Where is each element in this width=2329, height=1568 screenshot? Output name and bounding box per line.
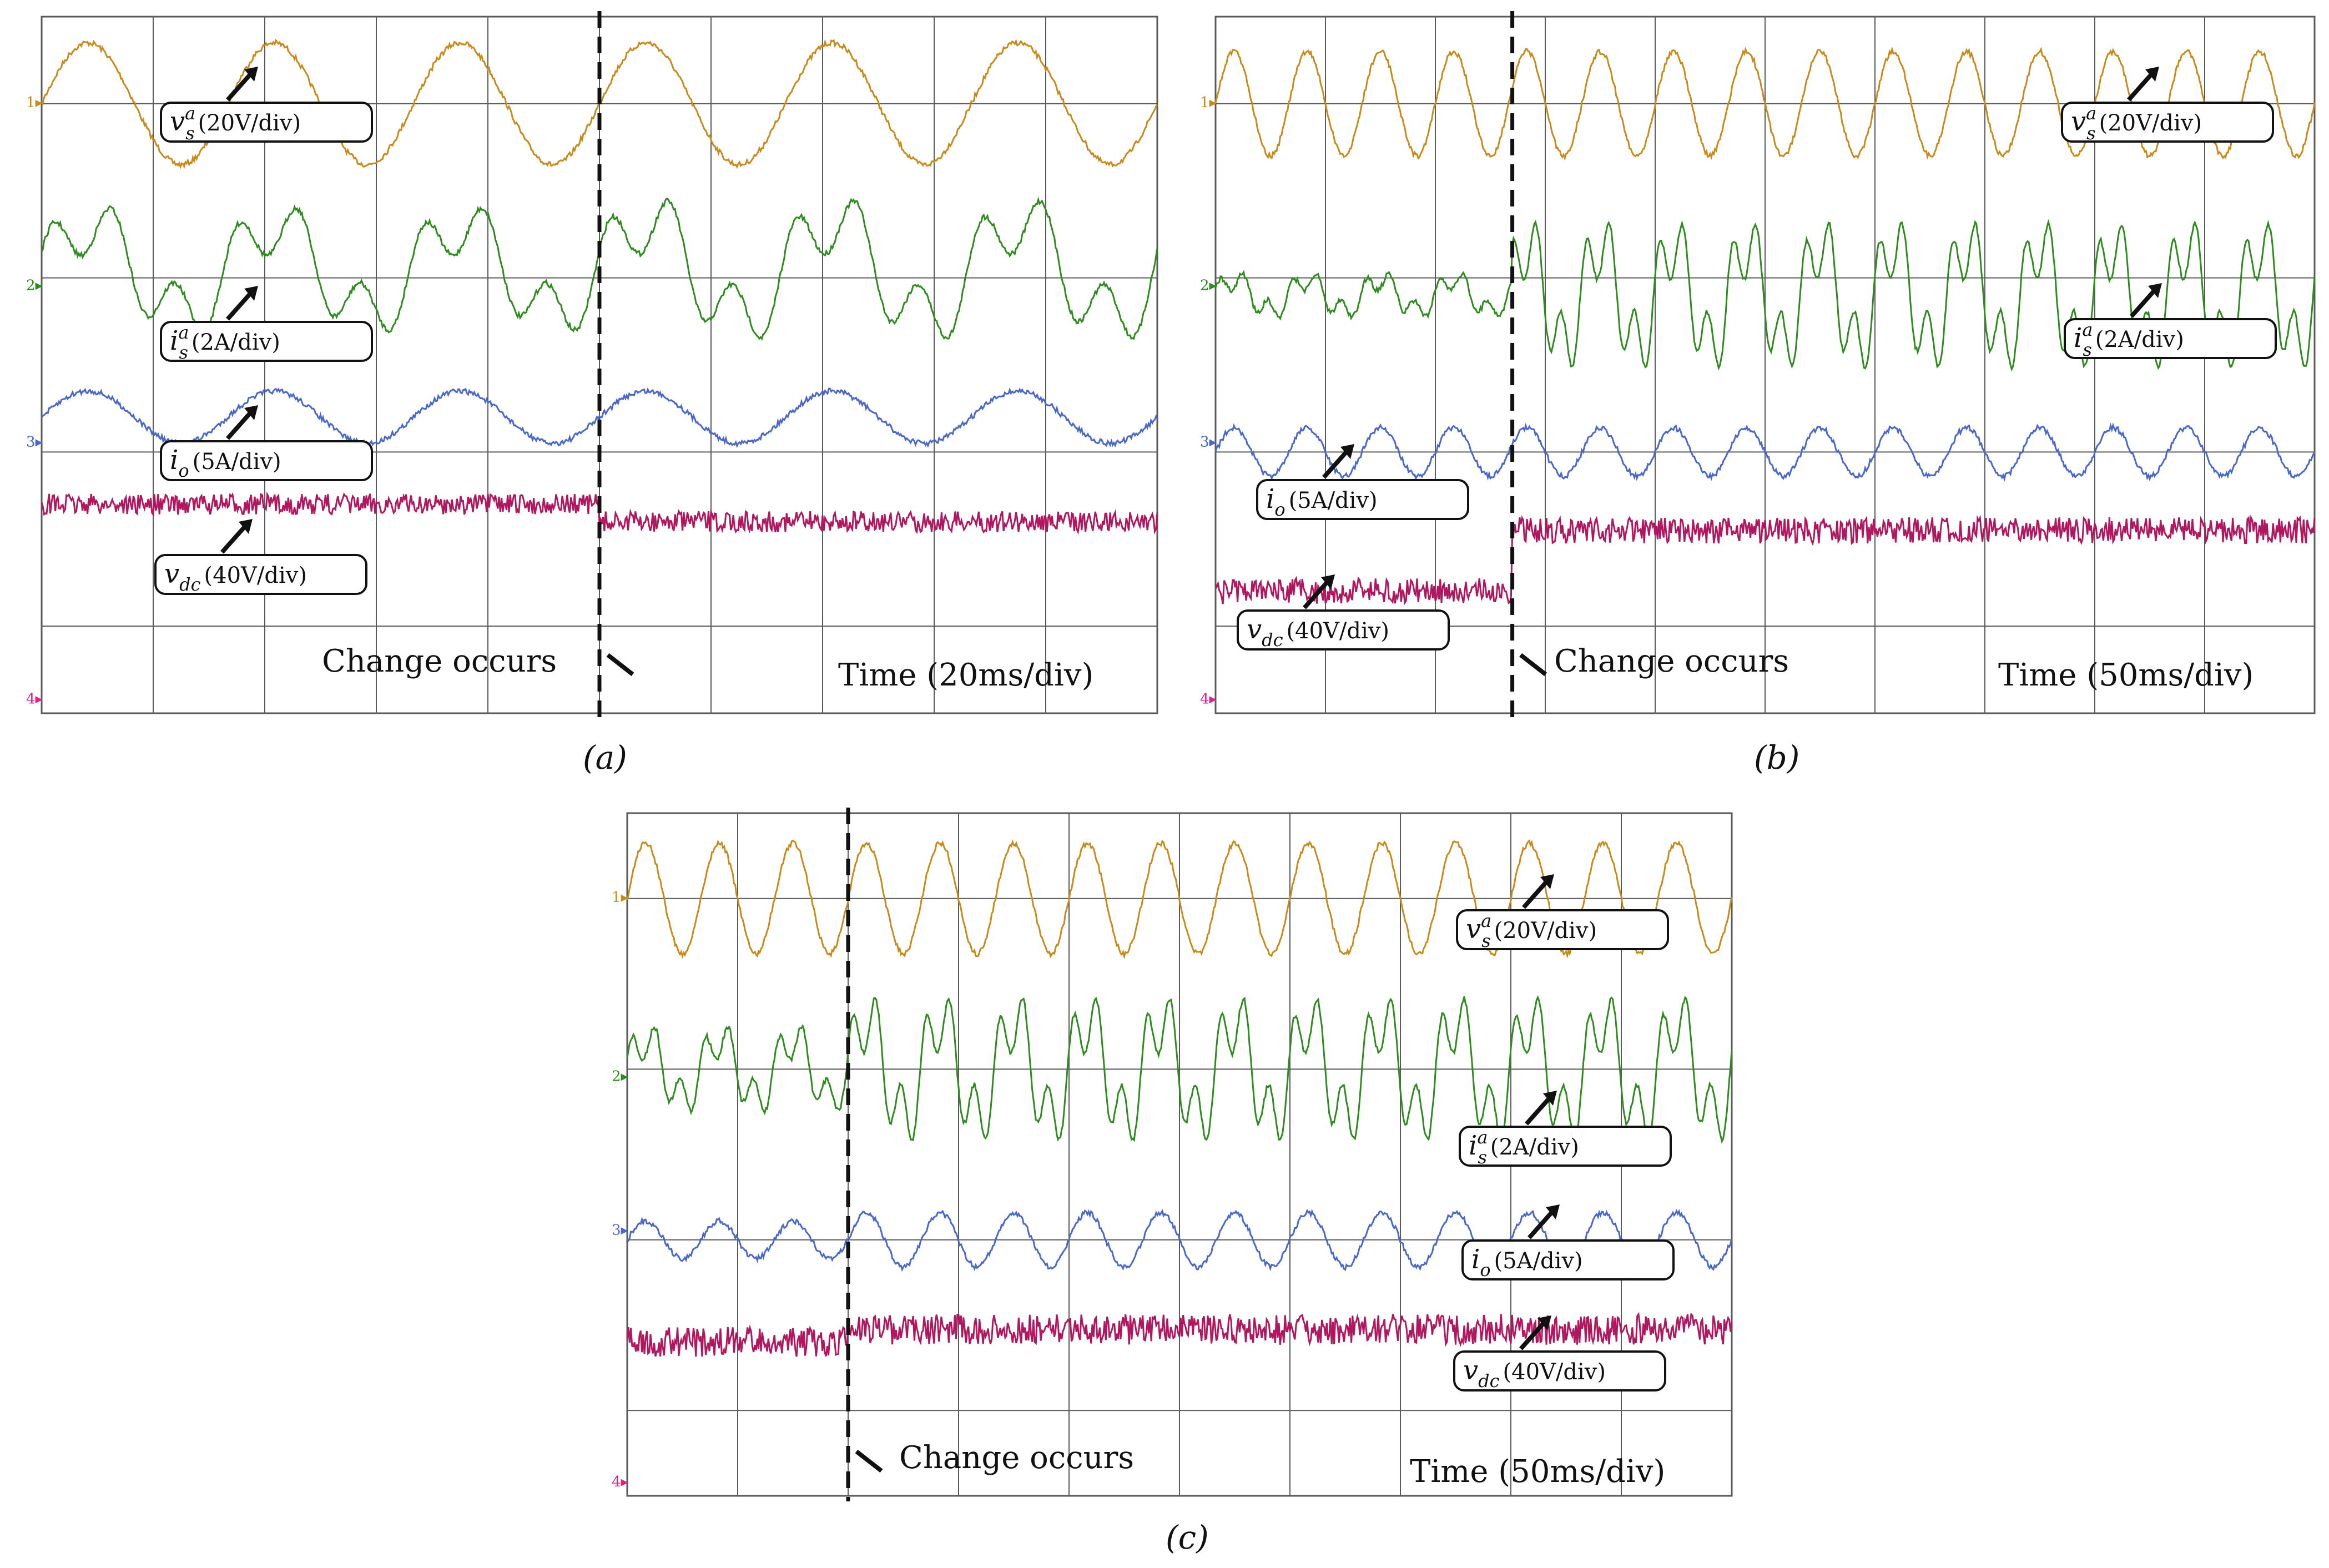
- label-arrow: [220, 526, 246, 554]
- channel-marker-3: 3▸: [612, 1222, 628, 1238]
- panel-b: 1▸ 2▸ 3▸ 4▸ va s (20V/div) ia s (2A/div) io (5A/div…: [1200, 11, 2316, 777]
- channel-marker-4: 4▸: [1200, 690, 1217, 707]
- arrow-head: [239, 519, 253, 534]
- label-i_s: ia s (2A/div): [160, 286, 373, 363]
- channel-marker-3: 3▸: [26, 434, 43, 451]
- label-arrow: [1525, 1097, 1550, 1126]
- label-arrow: [1322, 451, 1348, 479]
- label-box: [160, 440, 373, 481]
- label-i_s: ia s (2A/div): [1459, 1091, 1672, 1168]
- label-text: va s (20V/div): [2071, 103, 2202, 144]
- label-arrow: [226, 73, 251, 102]
- panel-caption: (a): [583, 739, 627, 777]
- label-arrow: [1528, 1211, 1553, 1239]
- arrow-head: [244, 286, 258, 301]
- channel-marker-2: 2▸: [612, 1068, 628, 1085]
- panel-caption: (c): [1166, 1519, 1209, 1556]
- label-arrow: [1522, 881, 1547, 909]
- label-box: [1256, 479, 1469, 520]
- label-text: io (5A/div): [1266, 483, 1378, 520]
- change-arrow: [1519, 653, 1547, 677]
- label-text: vdc (40V/div): [1247, 614, 1389, 651]
- label-v_dc: vdc (40V/div): [1453, 1315, 1666, 1391]
- label-text: io (5A/div): [1471, 1244, 1583, 1280]
- arrow-head: [244, 67, 258, 82]
- arrow-head: [1321, 574, 1335, 589]
- label-text: vdc (40V/div): [164, 558, 307, 595]
- panel-caption: (b): [1754, 739, 1799, 777]
- label-i_s: ia s (2A/div): [2064, 283, 2277, 360]
- channel-marker-1: 1▸: [1200, 94, 1217, 111]
- label-arrow: [2130, 290, 2155, 318]
- change-occurs-label: Change occurs: [899, 1440, 1134, 1476]
- time-scale-label: Time (50ms/div): [1410, 1454, 1665, 1490]
- change-occurs-label: Change occurs: [1554, 643, 1789, 679]
- panel-a: 1▸ 2▸ 3▸ 4▸ va s (20V/div) ia s (2A/div) io (5A/div…: [26, 11, 1158, 777]
- trace-i-s: [626, 995, 1733, 1144]
- arrow-head: [244, 405, 258, 420]
- trace-v-s: [1214, 46, 2316, 161]
- trace-v-dc: [626, 1312, 1733, 1357]
- label-box: [154, 554, 367, 595]
- label-text: ia s (2A/div): [170, 322, 280, 363]
- label-box: [2064, 318, 2277, 359]
- label-text: vdc (40V/div): [1463, 1355, 1606, 1391]
- change-arrow: [606, 653, 634, 677]
- label-arrow: [226, 293, 251, 321]
- time-scale-label: Time (50ms/div): [1998, 657, 2254, 693]
- label-box: [2061, 102, 2274, 143]
- label-box: [1456, 909, 1669, 950]
- change-occurs-label: Change occurs: [322, 643, 557, 679]
- arrow-head: [1540, 874, 1554, 889]
- trace-i-o: [1214, 422, 2316, 482]
- arrow-head: [1340, 444, 1354, 459]
- arrow-head: [1546, 1204, 1560, 1219]
- label-text: va s (20V/div): [1466, 910, 1597, 951]
- label-i_o: io (5A/div): [160, 405, 373, 481]
- arrow-head: [1543, 1091, 1557, 1106]
- label-arrow: [2127, 73, 2152, 102]
- label-i_o: io (5A/div): [1256, 444, 1469, 520]
- channel-marker-2: 2▸: [26, 277, 43, 294]
- channel-marker-3: 3▸: [1200, 434, 1217, 451]
- trace-i-o: [41, 387, 1158, 448]
- channel-marker-2: 2▸: [1200, 277, 1217, 294]
- arrow-head: [2148, 283, 2162, 298]
- change-arrow: [855, 1449, 883, 1473]
- label-box: [1237, 609, 1450, 651]
- channel-marker-1: 1▸: [612, 889, 628, 906]
- label-v_s: va s (20V/div): [160, 67, 373, 144]
- label-arrow: [1519, 1322, 1545, 1350]
- label-text: io (5A/div): [170, 445, 281, 481]
- label-i_o: io (5A/div): [1461, 1204, 1675, 1280]
- channel-marker-4: 4▸: [26, 690, 43, 707]
- panel-c: 1▸ 2▸ 3▸ 4▸ va s (20V/div) ia s (2A/div) io (5A/div…: [612, 808, 1733, 1556]
- trace-v-s: [626, 839, 1733, 960]
- arrow-head: [2145, 67, 2159, 82]
- trace-v-dc: [1214, 514, 2316, 606]
- label-arrow: [226, 412, 251, 440]
- label-box: [160, 102, 373, 143]
- label-box: [1453, 1350, 1666, 1391]
- time-scale-label: Time (20ms/div): [838, 657, 1093, 693]
- label-v_s: va s (20V/div): [1456, 874, 1669, 951]
- label-text: ia s (2A/div): [2074, 319, 2184, 360]
- label-v_s: va s (20V/div): [2061, 67, 2274, 144]
- label-text: ia s (2A/div): [1469, 1127, 1579, 1168]
- label-box: [1461, 1239, 1675, 1280]
- label-arrow: [1303, 581, 1328, 609]
- channel-marker-1: 1▸: [26, 94, 43, 111]
- label-box: [1459, 1126, 1672, 1167]
- label-text: va s (20V/div): [170, 103, 301, 144]
- label-v_dc: vdc (40V/div): [1237, 574, 1450, 651]
- label-v_dc: vdc (40V/div): [154, 519, 367, 595]
- arrow-head: [1537, 1315, 1551, 1330]
- label-box: [160, 321, 373, 362]
- channel-marker-4: 4▸: [612, 1474, 628, 1490]
